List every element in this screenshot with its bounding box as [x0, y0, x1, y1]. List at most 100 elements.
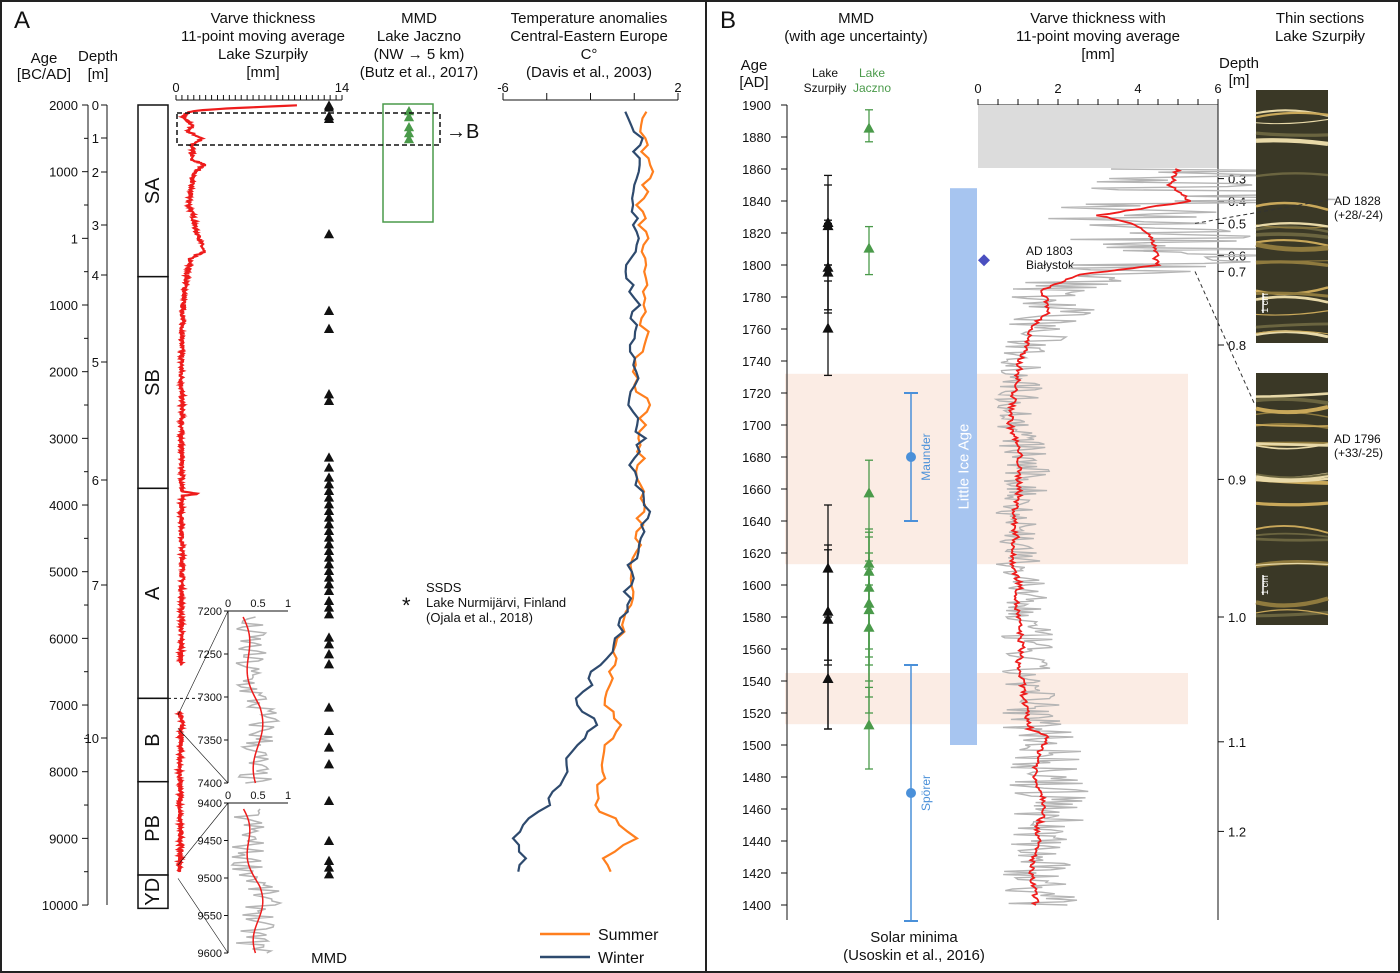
depth-b-tick-label: 0.7 [1228, 264, 1246, 279]
mmd-szurpily-triangle [323, 505, 335, 515]
age-b-tick-label: 1540 [742, 674, 771, 689]
depth-header-unit: [m] [88, 66, 109, 83]
age-b-tick-label: 1820 [742, 226, 771, 241]
jaczno-box [382, 103, 434, 223]
mmd-szurpily-triangle [323, 479, 335, 489]
age-tick-label: 2000 [49, 98, 78, 113]
solar-minimum-maunder-label: Maunder [919, 433, 933, 480]
mmd-szurpily-triangle [323, 659, 335, 669]
solar-minimum-sporer-center [906, 788, 916, 798]
inset-2-ma-line [242, 808, 264, 954]
inset-2-y-tick-label: 9500 [198, 873, 222, 885]
solar-minima-label: (Usoskin et al., 2016) [843, 947, 985, 964]
varve-axis-tick-label: 0 [172, 80, 179, 95]
thin-section-lamina [1255, 477, 1329, 483]
depth-b-tick-label: 0.8 [1228, 338, 1246, 353]
age-b-tick-label: 1480 [742, 770, 771, 785]
thin-section-lamina [1255, 242, 1329, 252]
thin-section-lamina [1255, 111, 1329, 119]
age-b-tick-label: 1740 [742, 354, 771, 369]
lake-jaczno-label: Jaczno [853, 81, 891, 95]
solar-minimum-maunder-center [906, 452, 916, 462]
varve-b-tick-label: 2 [1054, 81, 1061, 96]
mmd-szurpily-triangle [323, 525, 335, 535]
mmd-jaczno-triangle [863, 719, 875, 730]
mmd-szurpily-triangle [323, 579, 335, 589]
thin-section-lamina [1255, 232, 1329, 240]
thin-section-lamina [1255, 118, 1329, 125]
bialystok-label: Białystok [1026, 258, 1075, 272]
inset-2-y-tick-label: 9400 [198, 798, 222, 810]
depth-tick-label: 0 [92, 98, 99, 113]
mmd-szurpily-triangle [323, 395, 335, 405]
mmd-szurpily-triangle [323, 452, 335, 462]
depth-tick-label: 3 [92, 218, 99, 233]
mmd-szurpily-triangle [323, 499, 335, 509]
varve-title: Varve thickness [211, 10, 316, 27]
mmd-szurpily-triangle [323, 835, 335, 846]
mmd-jaczno-title: (Butz et al., 2017) [360, 64, 478, 81]
mmd-szurpily-triangle [323, 389, 335, 399]
age-tick-label: 1000 [49, 298, 78, 313]
inset-1-y-tick-label: 7350 [198, 735, 222, 747]
age-tick-label: 6000 [49, 631, 78, 646]
mmd-szurpily-triangle [323, 539, 335, 549]
depth-tick-label: 10 [85, 731, 99, 746]
age-tick-label: 4000 [49, 498, 78, 513]
mmd-szurpily-triangle [323, 759, 335, 769]
depth-b-tick-label: 0.5 [1228, 216, 1246, 231]
mmd-szurpily-triangle [323, 532, 335, 542]
depth-b-tick-label: 0.9 [1228, 472, 1246, 487]
ssds-label: SSDS [426, 580, 462, 595]
mmd-jaczno-triangle [863, 242, 875, 253]
age-b-tick-label: 1420 [742, 866, 771, 881]
thin-sections-title: Lake Szurpiły [1275, 28, 1366, 45]
ssds-label: (Ojala et al., 2018) [426, 610, 533, 625]
temp-line-winter [511, 111, 652, 872]
thin-section-lamina [1255, 131, 1329, 137]
mmd-szurpily-triangle [323, 609, 335, 619]
mmd-szurpily-triangle [323, 102, 335, 112]
thin-section-lamina [1255, 423, 1329, 428]
mmd-szurpily-triangle [323, 725, 335, 735]
mmd-szurpily-triangle [323, 545, 335, 555]
mmd-szurpily-triangle [323, 702, 335, 712]
inset-1-y-tick-label: 7200 [198, 606, 222, 618]
varve-b-title: [mm] [1081, 46, 1114, 63]
thin-section-2-label: (+33/-25) [1334, 446, 1383, 460]
mmd-jaczno-triangle [863, 122, 875, 133]
varve-b-title: 11-point moving average [1016, 28, 1180, 45]
inset-1-x-tick-label: 0.5 [250, 598, 265, 610]
depth-tick-label: 7 [92, 578, 99, 593]
inset-2-connector [177, 802, 229, 866]
varve-ma-line [1005, 168, 1191, 906]
thin-section-lamina [1255, 397, 1329, 405]
age-b-tick-label: 1580 [742, 610, 771, 625]
age-b-tick-label: 1660 [742, 482, 771, 497]
panel-b-plots: 1900 1880 1860 1840 1820 1800 1780 1760 1740 1720… [742, 81, 1336, 922]
thin-section-lamina [1255, 404, 1329, 415]
age-tick-label: 1000 [49, 165, 78, 180]
thin-section-lamina [1255, 442, 1329, 447]
zone-label-yd: YD [142, 878, 164, 906]
mmd-szurpily-triangle [323, 492, 335, 502]
age-b-tick-label: 1680 [742, 450, 771, 465]
thin-section-2-label: AD 1796 [1334, 432, 1381, 446]
inset-1-connector [177, 610, 229, 716]
varve-title: [mm] [246, 64, 279, 81]
mmd-szurpily-triangle [323, 323, 335, 333]
inset-2-x-tick-label: 1 [285, 790, 291, 802]
mmd-szurpily-triangle [323, 512, 335, 522]
mmd-szurpily-triangle [822, 672, 834, 683]
depth-b-tick-label: 1.1 [1228, 735, 1246, 750]
thin-section-lamina [1255, 537, 1329, 542]
inset-1-x-tick-label: 0 [225, 598, 231, 610]
age-tick-label: 10000 [42, 898, 78, 913]
mmd-szurpily-triangle [323, 462, 335, 472]
mmd-szurpily-triangle [323, 649, 335, 659]
varve-title: 11-point moving average [181, 28, 345, 45]
inset-1-connector [177, 728, 229, 784]
zone-box [137, 874, 169, 910]
mmd-szurpily-triangle [822, 322, 834, 333]
